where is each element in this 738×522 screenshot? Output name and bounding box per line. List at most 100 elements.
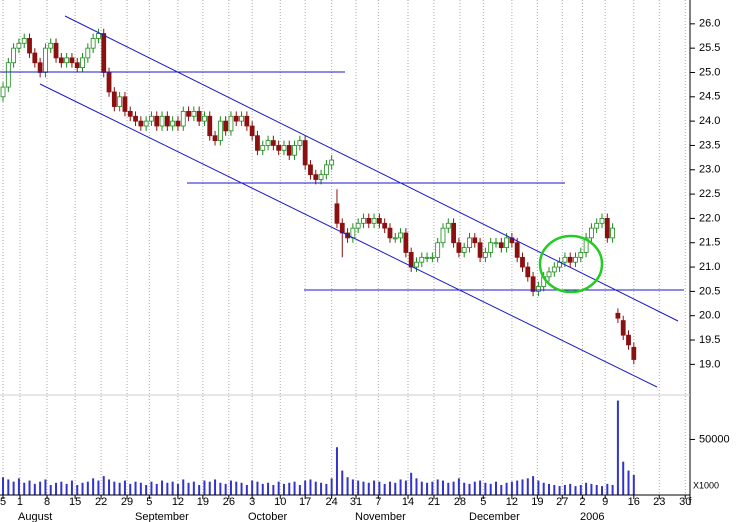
candle-body	[149, 115, 154, 122]
candle-body	[562, 256, 568, 263]
volume-bar	[214, 479, 217, 495]
candle-body	[217, 120, 223, 141]
volume-bar	[426, 482, 429, 495]
y-tick-label: 24.5	[699, 91, 720, 103]
x-tick-label: 1	[17, 496, 23, 508]
candle-body	[260, 145, 266, 151]
month-label: August	[18, 511, 52, 522]
candle-body	[233, 115, 239, 122]
volume-bar	[579, 485, 582, 495]
volume-bar	[282, 483, 285, 495]
y-tick-label: 23.0	[699, 164, 720, 176]
candle-body	[133, 115, 138, 122]
x-tick-label: 10	[274, 496, 286, 508]
candle-body	[615, 312, 621, 319]
candle-body	[504, 237, 509, 249]
volume-bar	[261, 483, 264, 495]
volume-bar	[547, 483, 550, 495]
candle-body	[159, 115, 165, 127]
candle-body	[16, 42, 22, 49]
y-tick-label: 19.5	[699, 334, 720, 346]
y-tick-label: 23.5	[699, 139, 720, 151]
volume-bar	[616, 400, 619, 495]
volume-bar	[198, 485, 201, 495]
volume-bar	[320, 482, 323, 495]
x-tick-label: 2	[579, 496, 585, 508]
volume-bar	[373, 480, 376, 495]
candle-body	[626, 334, 631, 346]
volume-bar	[415, 478, 418, 495]
volume-bar	[28, 480, 31, 495]
y-tick-label: 19.0	[699, 358, 720, 370]
volume-bar	[351, 479, 354, 495]
x-tick-label: 9	[602, 496, 608, 508]
volume-bar	[7, 479, 10, 495]
candle-body	[101, 33, 107, 73]
x-tick-label: 19	[197, 496, 209, 508]
candle-body	[456, 242, 462, 253]
volume-bar	[494, 481, 497, 495]
volume-bar	[325, 483, 328, 495]
volume-bar	[510, 481, 513, 495]
marks	[0, 28, 637, 495]
volume-bar	[55, 482, 58, 495]
volume-bar	[97, 480, 100, 495]
month-label: September	[135, 511, 189, 522]
candle-body	[313, 174, 319, 180]
candle-body	[111, 91, 117, 107]
y-tick-label: 22.0	[699, 212, 720, 224]
candle-body	[339, 222, 345, 234]
x-tick-label: 24	[326, 496, 338, 508]
candle-body	[96, 33, 101, 39]
volume-bar	[219, 482, 222, 495]
volume-bar	[585, 482, 588, 495]
volume-bar	[569, 483, 572, 495]
x-tick-label: 23	[653, 496, 665, 508]
volume-bar	[298, 485, 301, 495]
volume-bar	[304, 480, 307, 495]
volume-bar	[155, 483, 158, 495]
volume-bar	[70, 480, 73, 495]
volume-bar	[473, 481, 476, 495]
candle-body	[435, 242, 441, 258]
candle-body	[80, 57, 85, 69]
candle-body	[122, 96, 128, 112]
volume-bar	[516, 480, 519, 495]
candle-body	[488, 242, 494, 253]
volume-bar	[235, 481, 238, 495]
volume-bar	[463, 482, 466, 495]
candle-body	[567, 256, 573, 263]
candle-body	[127, 110, 133, 117]
volume-bar	[521, 479, 524, 495]
candle-body	[493, 242, 499, 245]
y-tick-label: 25.0	[699, 66, 720, 78]
volume-bar	[558, 486, 561, 495]
candle-body	[69, 57, 75, 64]
volume-bar	[272, 485, 275, 495]
candle-body	[334, 203, 340, 224]
candle-body	[440, 227, 446, 244]
x-tick-label: 26	[223, 496, 235, 508]
volume-bar	[346, 477, 349, 495]
candle-body	[429, 256, 435, 259]
candle-body	[477, 242, 483, 258]
candle-body	[5, 62, 11, 88]
candle-body	[37, 62, 43, 73]
volume-bar	[622, 461, 625, 495]
candle-body	[58, 57, 64, 64]
candle-body	[207, 115, 213, 137]
volume-bar	[245, 485, 248, 495]
candle-body	[535, 286, 541, 292]
x-tick-label: 12	[172, 496, 184, 508]
y-tick-label: 21.0	[699, 261, 720, 273]
volume-bar	[49, 485, 52, 495]
candle-body	[117, 96, 123, 107]
volume-bar	[240, 482, 243, 495]
candle-body	[387, 227, 393, 239]
volume-bar	[288, 482, 291, 495]
candle-body	[74, 62, 80, 69]
volume-bar	[145, 485, 148, 495]
candle-body	[482, 252, 488, 258]
volume-bar	[12, 481, 15, 495]
volume-bar	[489, 483, 492, 495]
